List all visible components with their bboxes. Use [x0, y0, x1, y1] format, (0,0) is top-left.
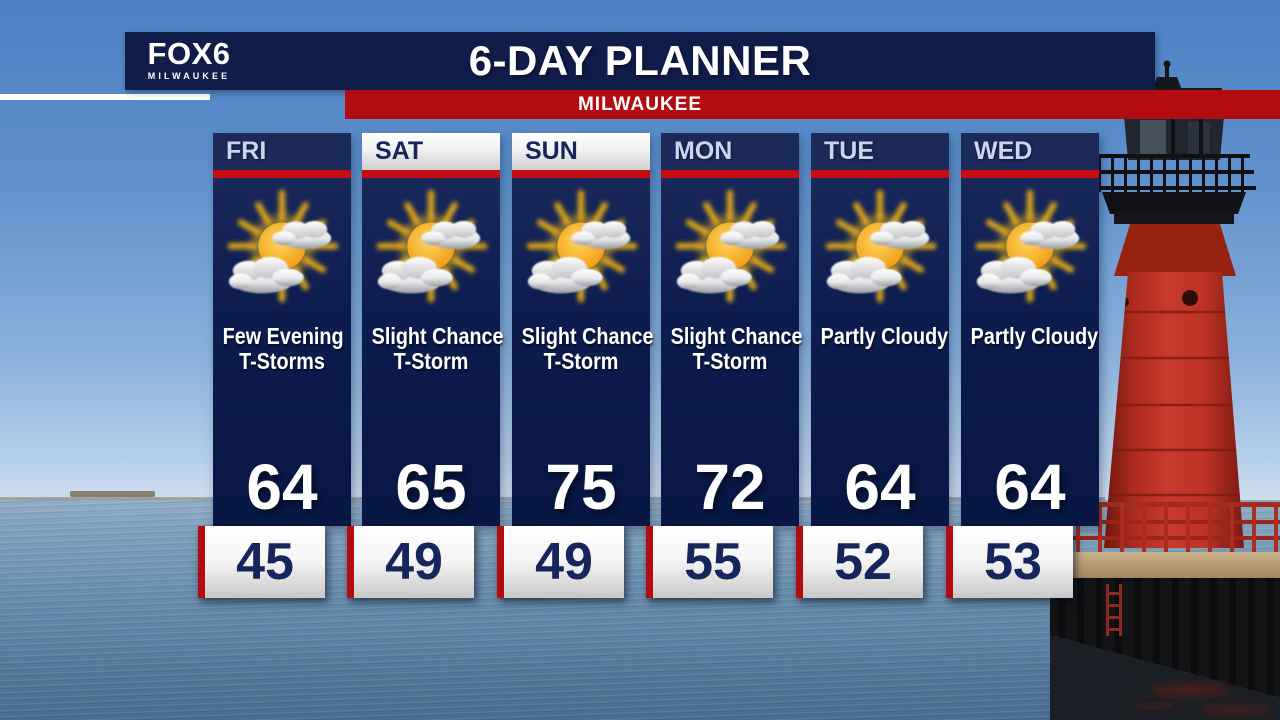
red-stripe — [961, 170, 1099, 178]
forecast-body: Slight Chance T-Storm 75 — [512, 178, 654, 526]
low-temp: 52 — [803, 526, 923, 598]
forecast-body: Few Evening T-Storms 64 — [213, 178, 351, 526]
forecast-column-sat: SAT Slight Chance T-Storm 65 49 — [347, 133, 504, 598]
high-temp: 65 — [395, 451, 467, 523]
low-temp: 49 — [354, 526, 474, 598]
condition-line2: T-Storm — [393, 348, 469, 374]
red-accent-bar — [946, 526, 953, 598]
red-stripe — [362, 170, 500, 178]
fox6-logo-sub: MILWAUKEE — [147, 71, 231, 81]
low-temp-box: 53 — [946, 526, 1073, 598]
shoreline-strip — [70, 491, 155, 497]
day-label: SUN — [512, 133, 650, 170]
day-label-text: FRI — [226, 137, 267, 165]
condition-line1: Partly Cloudy — [970, 323, 1099, 349]
low-temp: 53 — [953, 526, 1073, 598]
day-label-text: MON — [674, 137, 733, 165]
low-temp: 49 — [504, 526, 624, 598]
forecast-column-wed: WED Partly Cloudy 64 53 — [946, 133, 1099, 598]
forecast-column-mon: MON Slight Chance T-Storm 72 55 — [646, 133, 803, 598]
condition-line1: Slight Chance — [521, 323, 654, 349]
condition-line2: T-Storm — [543, 348, 619, 374]
location-label: MILWAUKEE — [577, 93, 703, 115]
forecast-column-sun: SUN Slight Chance T-Storm 75 49 — [497, 133, 654, 598]
red-stripe — [811, 170, 949, 178]
sun-behind-clouds-icon — [667, 186, 793, 318]
forecast-body: Slight Chance T-Storm 72 — [661, 178, 803, 526]
accent-white-line — [0, 94, 210, 100]
forecast-column-fri: FRI Few Evening T-Storms 64 45 — [198, 133, 351, 598]
forecast-body: Slight Chance T-Storm 65 — [362, 178, 504, 526]
red-accent-bar — [347, 526, 354, 598]
sun-behind-clouds-icon — [967, 186, 1093, 318]
low-temp: 55 — [653, 526, 773, 598]
red-stripe — [213, 170, 351, 178]
day-label: TUE — [811, 133, 949, 170]
forecast-column-tue: TUE Partly Cloudy 64 52 — [796, 133, 949, 598]
day-label-text: WED — [974, 137, 1033, 165]
day-label: FRI — [213, 133, 351, 170]
condition-text: Few Evening T-Storms — [213, 324, 351, 374]
fox6-logo-text: FOX6 — [147, 36, 231, 71]
day-label-text: TUE — [824, 137, 874, 165]
condition-line1: Slight Chance — [670, 323, 803, 349]
condition-line2: T-Storms — [239, 348, 325, 374]
red-accent-bar — [198, 526, 205, 598]
condition-line1: Partly Cloudy — [820, 323, 949, 349]
day-label: MON — [661, 133, 799, 170]
high-temp: 64 — [246, 451, 318, 523]
forecast-body: Partly Cloudy 64 — [811, 178, 949, 526]
red-stripe — [512, 170, 650, 178]
header-bar: FOX6 MILWAUKEE 6-DAY PLANNER — [125, 32, 1155, 90]
high-temp: 72 — [694, 451, 766, 523]
low-temp-box: 49 — [497, 526, 624, 598]
sun-behind-clouds-icon — [368, 186, 494, 318]
low-temp-box: 49 — [347, 526, 474, 598]
sun-behind-clouds-icon — [518, 186, 644, 318]
location-banner: MILWAUKEE — [345, 90, 1280, 119]
sun-behind-clouds-icon — [219, 186, 345, 318]
page-title: 6-DAY PLANNER — [468, 37, 812, 84]
red-stripe — [661, 170, 799, 178]
sun-behind-clouds-icon — [817, 186, 943, 318]
condition-text: Slight Chance T-Storm — [362, 323, 504, 374]
fox6-logo: FOX6 MILWAUKEE — [134, 38, 244, 81]
condition-text: Slight Chance T-Storm — [512, 323, 654, 374]
condition-text: Partly Cloudy — [961, 324, 1099, 349]
low-temp-box: 45 — [198, 526, 325, 598]
day-label-text: SAT — [375, 137, 424, 165]
condition-line1: Few Evening — [222, 323, 344, 349]
day-label: WED — [961, 133, 1099, 170]
condition-line2: T-Storm — [692, 348, 768, 374]
condition-text: Partly Cloudy — [811, 324, 949, 349]
low-temp: 45 — [205, 526, 325, 598]
condition-text: Slight Chance T-Storm — [661, 323, 803, 374]
high-temp: 64 — [844, 451, 916, 523]
red-accent-bar — [796, 526, 803, 598]
day-label-text: SUN — [525, 137, 578, 165]
day-label: SAT — [362, 133, 500, 170]
low-temp-box: 55 — [646, 526, 773, 598]
condition-line1: Slight Chance — [371, 323, 504, 349]
red-accent-bar — [497, 526, 504, 598]
high-temp: 75 — [545, 451, 617, 523]
red-accent-bar — [646, 526, 653, 598]
forecast-body: Partly Cloudy 64 — [961, 178, 1099, 526]
high-temp: 64 — [994, 451, 1066, 523]
low-temp-box: 52 — [796, 526, 923, 598]
